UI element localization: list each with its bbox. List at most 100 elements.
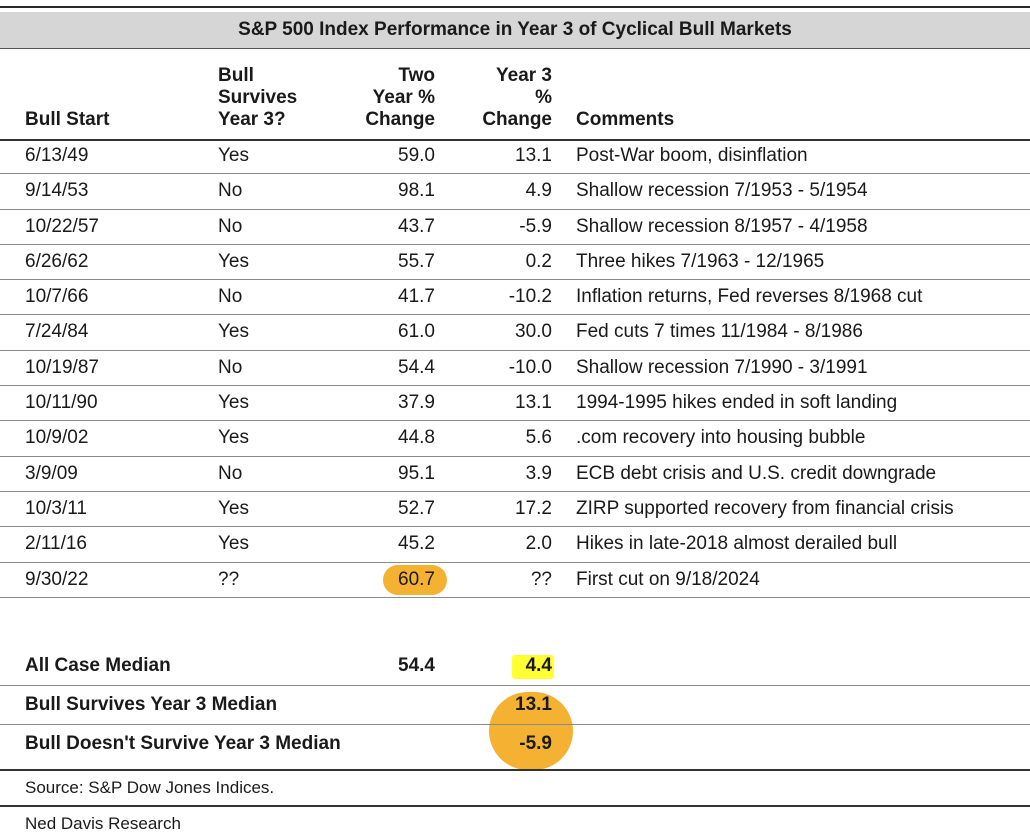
- cell-bull-start: 10/19/87: [25, 356, 99, 378]
- cell-year3: 13.1: [515, 392, 552, 414]
- summary-year3: 13.1: [515, 694, 552, 715]
- cell-year3: 0.2: [525, 250, 552, 272]
- cell-comment: Inflation returns, Fed reverses 8/1968 c…: [576, 286, 923, 308]
- highlight-oval: [383, 564, 447, 595]
- cell-comment: 1994-1995 hikes ended in soft landing: [576, 392, 898, 414]
- cell-comment: Shallow recession 7/1953 - 5/1954: [576, 180, 868, 202]
- table-row: 6/13/49 Yes 59.0 13.1 Post-War boom, dis…: [0, 139, 1030, 175]
- cell-survives: No: [218, 180, 243, 202]
- cell-comment: Fed cuts 7 times 11/1984 - 8/1986: [576, 321, 863, 343]
- cell-comment: ZIRP supported recovery from financial c…: [576, 497, 954, 519]
- cell-bull-start: 10/9/02: [25, 427, 89, 449]
- summary-rows: All Case Median 54.4 4.4 Bull Survives Y…: [0, 647, 1030, 763]
- cell-year3: 30.0: [515, 321, 552, 343]
- cell-survives: Yes: [218, 392, 249, 414]
- cell-year3: -5.9: [519, 215, 552, 237]
- cell-bull-start: 7/24/84: [25, 321, 89, 343]
- cell-two-year: 54.4: [398, 356, 435, 378]
- cell-bull-start: 10/3/11: [25, 497, 87, 519]
- table-row: 10/9/02 Yes 44.8 5.6 .com recovery into …: [0, 421, 1030, 457]
- table-row: 6/26/62 Yes 55.7 0.2 Three hikes 7/1963 …: [0, 245, 1030, 281]
- cell-survives: No: [218, 356, 243, 378]
- summary-label: Bull Survives Year 3 Median: [25, 694, 278, 715]
- table-row: 3/9/09 No 95.1 3.9 ECB debt crisis and U…: [0, 457, 1030, 492]
- cell-two-year: 44.8: [398, 427, 435, 449]
- table-row: 10/19/87 No 54.4 -10.0 Shallow recession…: [0, 351, 1030, 387]
- footer-credit: Ned Davis Research: [25, 814, 181, 833]
- col-header-survives: Bull Survives Year 3?: [218, 65, 297, 131]
- cell-two-year: 55.7: [398, 250, 435, 272]
- cell-survives: Yes: [218, 321, 249, 343]
- table-body: 6/13/49 Yes 59.0 13.1 Post-War boom, dis…: [0, 139, 1030, 598]
- table-row: 9/30/22 ?? 60.7 ?? First cut on 9/18/202…: [0, 563, 1030, 598]
- col-header-survives-text: Bull Survives Year 3?: [218, 65, 298, 130]
- cell-survives: Yes: [218, 427, 249, 449]
- cell-bull-start: 3/9/09: [25, 462, 78, 484]
- cell-bull-start: 9/30/22: [25, 568, 89, 590]
- cell-two-year: 59.0: [398, 145, 435, 166]
- cell-year3: 17.2: [515, 497, 552, 519]
- cell-year3: -10.0: [508, 356, 552, 378]
- summary-year3: 4.4: [525, 655, 552, 676]
- col-header-bull-start: Bull Start: [25, 109, 110, 130]
- cell-year3: ??: [530, 568, 552, 590]
- table-row: 10/7/66 No 41.7 -10.2 Inflation returns,…: [0, 280, 1030, 316]
- cell-year3: -10.2: [508, 286, 552, 308]
- cell-survives: Yes: [218, 497, 249, 519]
- cell-two-year: 60.7: [398, 568, 435, 590]
- col-header-year3: Year 3 % Change: [466, 65, 552, 131]
- cell-year3: 4.9: [525, 180, 552, 202]
- cell-two-year: 43.7: [398, 215, 435, 237]
- col-header-year3-text: Year 3 % Change: [482, 65, 552, 130]
- summary-row: Bull Doesn't Survive Year 3 Median -5.9: [0, 725, 1030, 763]
- cell-bull-start: 2/11/16: [25, 533, 87, 555]
- cell-two-year: 98.1: [398, 180, 435, 202]
- cell-two-year: 37.9: [398, 392, 435, 414]
- table-row: 10/3/11 Yes 52.7 17.2 ZIRP supported rec…: [0, 492, 1030, 528]
- table-title: S&P 500 Index Performance in Year 3 of C…: [0, 12, 1030, 49]
- cell-two-year: 95.1: [398, 462, 435, 484]
- cell-year3: 3.9: [525, 462, 552, 484]
- col-header-two-year-text: Two Year % Change: [365, 65, 435, 130]
- cell-two-year: 52.7: [398, 497, 435, 519]
- table-header: Bull Start Bull Survives Year 3? Two Yea…: [0, 48, 1030, 141]
- cell-survives: Yes: [218, 533, 249, 555]
- col-header-two-year: Two Year % Change: [340, 65, 435, 131]
- cell-year3: 2.0: [525, 533, 552, 555]
- cell-two-year: 41.7: [398, 286, 435, 308]
- highlight-marker: [512, 655, 554, 679]
- cell-comment: Hikes in late-2018 almost derailed bull: [576, 533, 898, 555]
- cell-comment: .com recovery into housing bubble: [576, 427, 866, 449]
- cell-bull-start: 9/14/53: [25, 180, 89, 202]
- cell-comment: Shallow recession 7/1990 - 3/1991: [576, 356, 868, 378]
- cell-bull-start: 10/7/66: [25, 286, 89, 308]
- source-text: Source: S&P Dow Jones Indices.: [25, 778, 275, 797]
- summary-label: All Case Median: [25, 655, 171, 676]
- cell-survives: No: [218, 286, 243, 308]
- cell-comment: Post-War boom, disinflation: [576, 145, 808, 166]
- summary-label: Bull Doesn't Survive Year 3 Median: [25, 733, 341, 754]
- cell-survives: No: [218, 215, 243, 237]
- cropped-header: [0, 0, 1030, 12]
- cell-bull-start: 6/26/62: [25, 250, 89, 272]
- cell-two-year: 45.2: [398, 533, 435, 555]
- source-note: Source: S&P Dow Jones Indices.: [0, 769, 1030, 807]
- highlight-oval-medians: [489, 692, 573, 770]
- cell-year3: 13.1: [515, 145, 552, 166]
- cell-two-year: 61.0: [398, 321, 435, 343]
- table-row: 9/14/53 No 98.1 4.9 Shallow recession 7/…: [0, 174, 1030, 210]
- table-row: 10/11/90 Yes 37.9 13.1 1994-1995 hikes e…: [0, 386, 1030, 422]
- cell-comment: Shallow recession 8/1957 - 4/1958: [576, 215, 868, 237]
- cell-survives: Yes: [218, 250, 249, 272]
- summary-year3: -5.9: [519, 733, 552, 754]
- cell-bull-start: 10/22/57: [25, 215, 99, 237]
- cell-year3: 5.6: [525, 427, 552, 449]
- summary-two-year: 54.4: [398, 655, 435, 676]
- table-row: 10/22/57 No 43.7 -5.9 Shallow recession …: [0, 210, 1030, 245]
- cell-survives: No: [218, 462, 243, 484]
- table-row: 2/11/16 Yes 45.2 2.0 Hikes in late-2018 …: [0, 527, 1030, 563]
- cell-comment: ECB debt crisis and U.S. credit downgrad…: [576, 462, 937, 484]
- cell-bull-start: 10/11/90: [25, 392, 98, 414]
- col-header-comments: Comments: [576, 109, 675, 130]
- table-row: 7/24/84 Yes 61.0 30.0 Fed cuts 7 times 1…: [0, 315, 1030, 351]
